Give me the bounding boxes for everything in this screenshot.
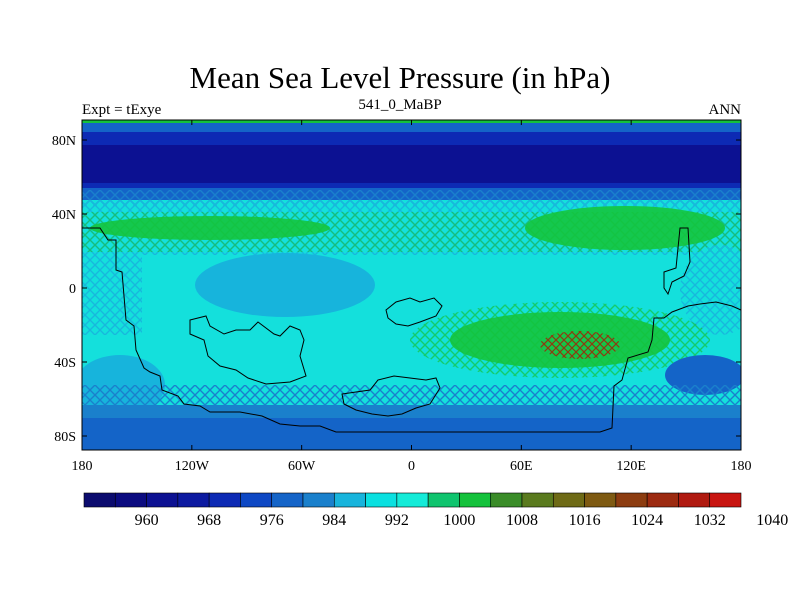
lat-tick-label: 40S: [54, 356, 76, 371]
lon-tick-label: 0: [408, 459, 415, 474]
lat-tick-label: 80S: [54, 430, 76, 445]
colorbar-swatch: [396, 492, 429, 508]
colorbar-label: 1040: [756, 512, 788, 529]
field-west-hatch: [82, 255, 142, 335]
colorbar-swatch: [333, 492, 366, 508]
lon-tick-label: 180: [72, 459, 93, 474]
colorbar-swatch: [271, 492, 304, 508]
lon-tick-label: 60W: [288, 459, 316, 474]
pressure-field: [82, 120, 741, 450]
colorbar-label: 1000: [443, 512, 475, 529]
colorbar-swatch: [459, 492, 492, 508]
colorbar-swatch: [365, 492, 398, 508]
colorbar-swatch: [709, 492, 742, 508]
colorbar-swatch: [177, 492, 210, 508]
season-label: ANN: [708, 102, 742, 118]
coastline-inner-basin-east: [341, 375, 441, 417]
colorbar-label: 1016: [569, 512, 601, 529]
colorbar-label: 960: [135, 512, 159, 529]
colorbar: 960 968 976 984 992 1000 1008 1016 1024 1032 1040: [83, 492, 788, 529]
colorbar-label: 1008: [506, 512, 538, 529]
colorbar-swatch: [584, 492, 617, 508]
colorbar-swatch: [302, 492, 335, 508]
colorbar-swatch: [240, 492, 273, 508]
colorbar-label: 984: [322, 512, 346, 529]
lon-tick-label: 180: [731, 459, 752, 474]
coastline-east-peninsula: [663, 227, 691, 296]
colorbar-swatch: [83, 492, 116, 508]
colorbar-swatch: [552, 492, 585, 508]
colorbar-swatch: [646, 492, 679, 508]
colorbar-swatch: [615, 492, 648, 508]
colorbar-label: 1024: [631, 512, 663, 529]
period-label: 541_0_MaBP: [358, 97, 442, 113]
colorbar-label: 1032: [694, 512, 726, 529]
lon-tick-label: 60E: [510, 459, 533, 474]
latitude-axis: 80N 40N 0 40S 80S: [52, 134, 741, 445]
field-north-band-3: [82, 145, 741, 183]
colorbar-swatch: [678, 492, 711, 508]
colorbar-label: 968: [197, 512, 221, 529]
colorbar-swatch: [114, 492, 147, 508]
colorbar-swatch: [208, 492, 241, 508]
lon-tick-label: 120E: [616, 459, 646, 474]
lat-tick-label: 80N: [52, 134, 76, 149]
colorbar-swatch: [146, 492, 179, 508]
coastline-main-continent: [82, 227, 741, 433]
field-tropics-low-east: [680, 245, 741, 335]
field-high-north-hatch: [82, 212, 741, 252]
coastline-island: [385, 297, 443, 327]
coastlines: [82, 227, 741, 433]
field-south-band-2: [82, 418, 741, 450]
plot-title: Mean Sea Level Pressure (in hPa): [189, 60, 611, 95]
colorbar-swatch: [521, 492, 554, 508]
lon-tick-label: 120W: [175, 459, 210, 474]
lat-tick-label: 40N: [52, 208, 76, 223]
experiment-label: Expt = tExye: [82, 102, 162, 118]
field-south-low-east: [665, 355, 741, 395]
field-tropics-low-west: [195, 253, 375, 317]
colorbar-swatch: [490, 492, 523, 508]
longitude-axis: 180 120W 60W 0 60E 120E 180: [72, 120, 752, 474]
field-high-south-core: [540, 331, 620, 359]
coastline-inner-basin-west: [189, 315, 307, 385]
colorbar-swatch: [427, 492, 460, 508]
lat-tick-label: 0: [69, 282, 76, 297]
colorbar-label: 992: [385, 512, 409, 529]
colorbar-label: 976: [260, 512, 284, 529]
